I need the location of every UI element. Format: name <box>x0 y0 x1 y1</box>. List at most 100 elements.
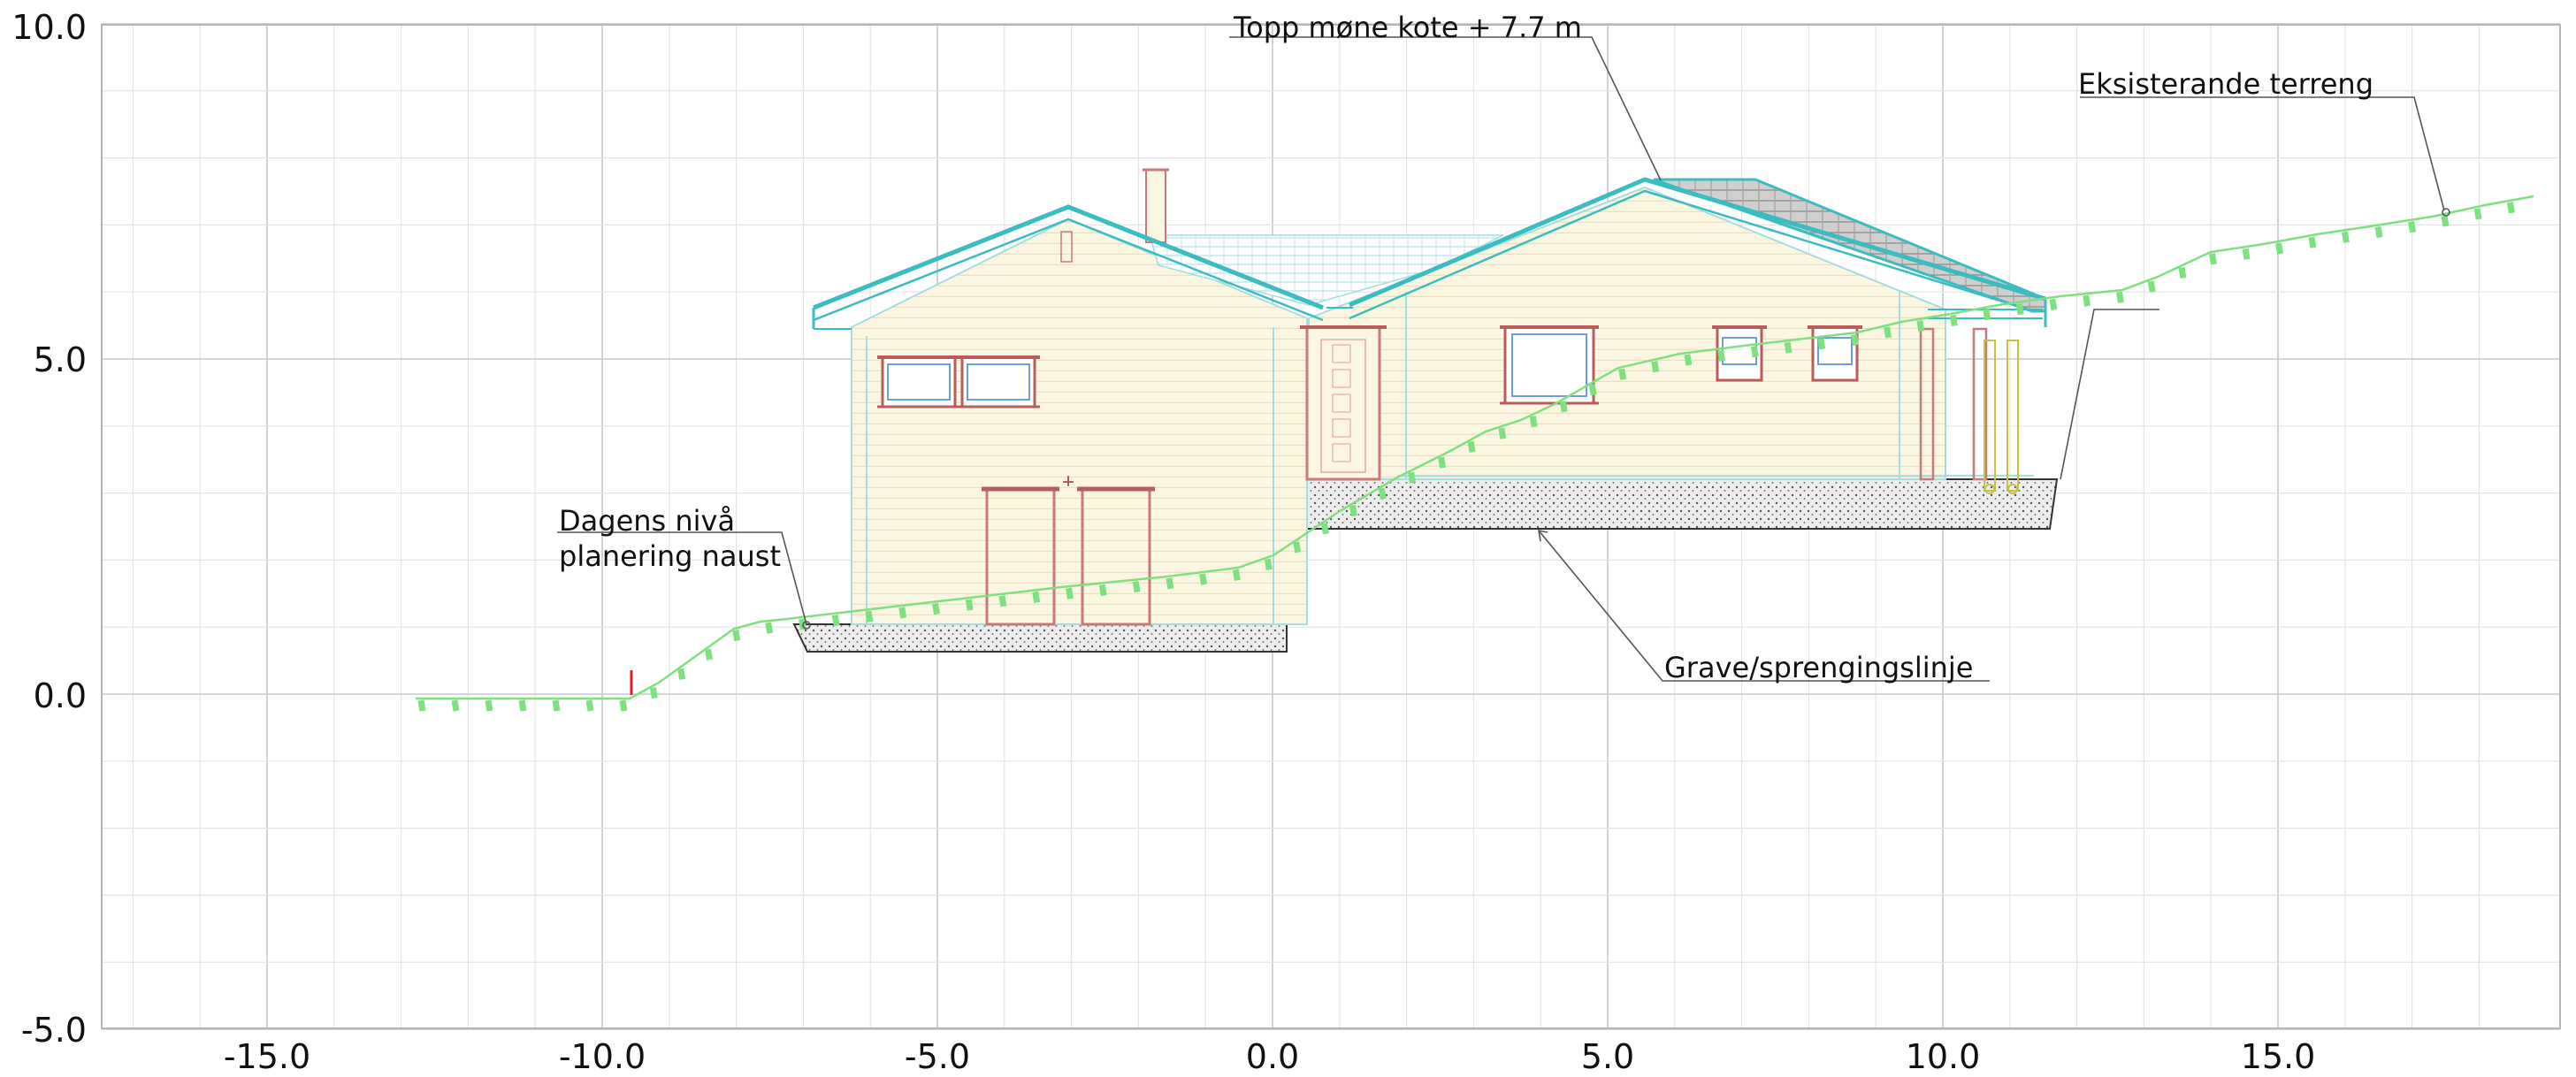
terrain-hatch <box>1408 471 1417 484</box>
terrain-hatch <box>1032 591 1041 603</box>
terrain-line <box>416 195 2534 700</box>
terrain-hatch <box>2275 242 2283 255</box>
terrain-hatch <box>1916 320 1925 332</box>
entrance-door <box>1300 325 1387 481</box>
terrain-hatch <box>649 687 658 699</box>
terrain-hatch <box>1529 416 1538 428</box>
terrain-hatch <box>1066 587 1074 600</box>
ridge-leader <box>1229 36 1662 181</box>
house-elevation <box>812 168 2047 626</box>
annotation-leaders <box>557 36 2450 682</box>
level-annotation-line1: Dagens nivå <box>559 504 735 538</box>
terrain-hatch <box>932 602 940 615</box>
terrain-hatch <box>417 699 426 712</box>
terrain-hatch <box>1320 523 1329 535</box>
terrain-hatch <box>1983 309 1991 321</box>
terrain-hatch <box>2441 215 2450 227</box>
terrain-hatch <box>865 610 874 623</box>
terrain-hatch <box>1498 427 1507 439</box>
terrain-hatch <box>1132 581 1141 593</box>
boathouse-doors <box>982 476 1155 626</box>
terrain-hatch <box>1293 541 1302 554</box>
right-roof-outline <box>1349 177 2046 308</box>
terrain-hatch <box>831 615 840 627</box>
terrain-hatch <box>2083 294 2091 307</box>
plot-frame <box>101 24 2561 1029</box>
annotations: Topp møne kote + 7.7 m Eksisterande terr… <box>559 11 2373 684</box>
left-windows <box>877 355 1040 409</box>
terrain-hatch <box>485 699 493 712</box>
excavation-area-right <box>1292 478 2059 530</box>
terrain-hatch <box>1651 361 1660 373</box>
terrain-annotation: Eksisterande terreng <box>2078 67 2373 101</box>
terrain-hatch-marks <box>417 202 2515 712</box>
terrain-hatch <box>1199 573 1208 585</box>
level-annotation-line2: planering naust <box>559 539 781 573</box>
terrain-hatch <box>1684 354 1693 366</box>
terrain-hatch <box>998 595 1007 607</box>
terrain-hatch <box>705 648 714 661</box>
terrain-hatch <box>451 699 460 712</box>
terrain-hatch <box>1784 341 1792 354</box>
terrain-hatch <box>1232 569 1241 581</box>
level-leader <box>557 531 807 625</box>
terrain-hatch <box>1349 504 1357 517</box>
terrain-hatch <box>518 699 527 712</box>
terrain-hatch <box>2242 248 2251 260</box>
terrain-hatch <box>585 699 594 712</box>
terrain-hatch <box>1467 440 1476 453</box>
terrain-hatch <box>2178 266 2187 279</box>
terrain-hatch <box>1817 338 1826 350</box>
terrain-hatch <box>765 622 774 634</box>
existing-terrain <box>416 195 2534 712</box>
terrain-hatch <box>2473 208 2482 220</box>
y-tick-label: 10.0 <box>11 8 87 47</box>
terrain-hatch <box>2015 303 2024 316</box>
terrain-hatch <box>2506 202 2515 214</box>
excavation-annotation: Grave/sprengingslinje <box>1664 651 1973 684</box>
terrain-hatch <box>1884 326 1892 339</box>
terrain-hatch <box>2342 231 2350 243</box>
terrain-hatch <box>2049 298 2058 310</box>
terrain-hatch <box>2408 221 2417 233</box>
middle-roof <box>1148 234 1504 306</box>
x-tick-label: -10.0 <box>559 1037 646 1076</box>
x-tick-label: 5.0 <box>1581 1037 1634 1076</box>
terrain-hatch <box>1949 314 1958 327</box>
x-axis-labels: -15.0 -10.0 -5.0 0.0 5.0 10.0 15.0 <box>224 1037 2315 1076</box>
left-roof-outline <box>813 204 1324 310</box>
terrain-hatch <box>2308 236 2317 248</box>
terrain-hatch <box>2209 253 2217 265</box>
terrain-hatch <box>1264 558 1273 570</box>
terrain-hatch <box>1717 349 1726 362</box>
ridge-annotation: Topp møne kote + 7.7 m <box>1233 11 1582 44</box>
y-axis-labels: 10.0 5.0 0.0 -5.0 <box>11 8 87 1050</box>
terrain-hatch <box>1851 333 1860 346</box>
x-tick-label: 0.0 <box>1246 1037 1299 1076</box>
terrain-hatch <box>1559 401 1568 413</box>
excavation-leader <box>1538 530 1990 682</box>
terrain-leader <box>2080 96 2445 211</box>
y-tick-label: 0.0 <box>34 676 87 715</box>
terrain-hatch <box>1438 456 1447 469</box>
terrain-hatch <box>732 629 741 642</box>
porch-posts <box>1919 327 2019 494</box>
terrain-leader-2 <box>2060 309 2159 480</box>
y-tick-label: 5.0 <box>34 340 87 379</box>
terrain-hatch <box>2147 280 2156 293</box>
terrain-hatch <box>1618 368 1627 380</box>
x-tick-label: -5.0 <box>905 1037 970 1076</box>
terrain-hatch <box>2374 226 2383 239</box>
terrain-hatch <box>1750 346 1759 358</box>
terrain-hatch <box>1588 384 1597 396</box>
chimney <box>1145 169 1166 243</box>
excavation-area-left <box>792 623 1288 653</box>
terrain-hatch <box>898 607 907 619</box>
terrain-hatch <box>619 699 628 712</box>
excavation-areas <box>792 478 2059 653</box>
x-tick-label: 10.0 <box>1906 1037 1981 1076</box>
terrain-hatch <box>1166 577 1174 590</box>
terrain-hatch <box>552 699 561 712</box>
y-tick-label: -5.0 <box>21 1011 87 1050</box>
